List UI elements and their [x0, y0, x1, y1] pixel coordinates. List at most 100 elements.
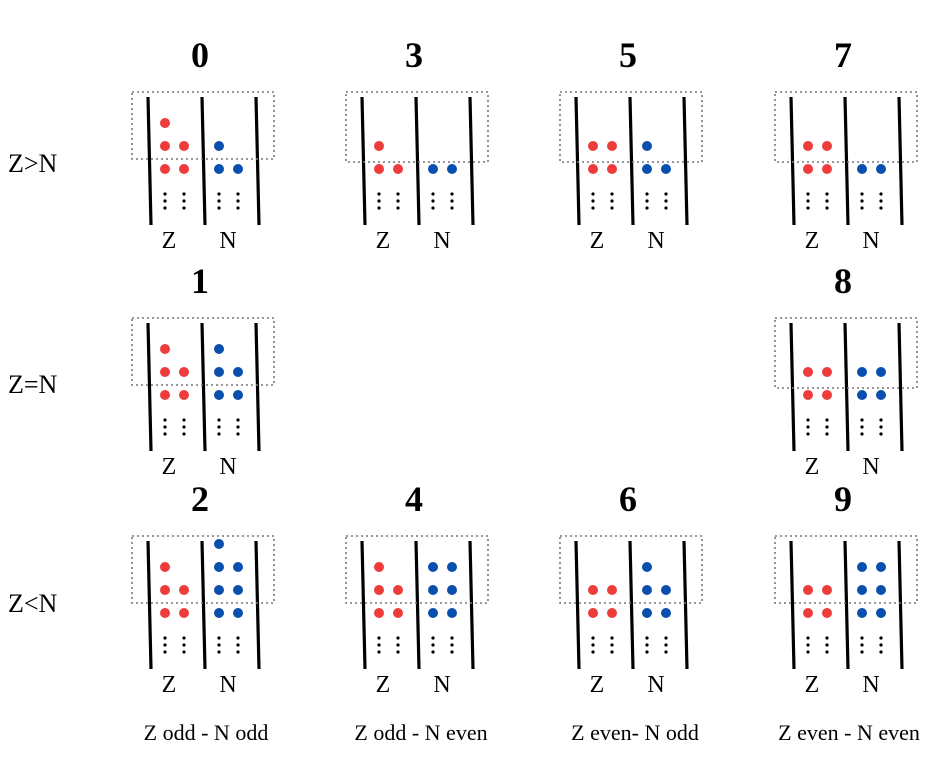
proton-ellipsis-dot — [610, 636, 614, 640]
neutron-paired-dot — [857, 562, 867, 572]
neutron-label: N — [647, 228, 664, 254]
neutron-ellipsis-dot — [879, 432, 883, 436]
proton-paired-dot — [179, 585, 189, 595]
neutron-ellipsis-dot — [217, 418, 221, 422]
neutron-ellipsis-dot — [217, 206, 221, 210]
configuration-number: 3 — [405, 35, 423, 75]
proton-label: Z — [162, 454, 177, 480]
proton-paired-dot — [393, 164, 403, 174]
neutron-paired-dot — [857, 367, 867, 377]
proton-paired-dot — [374, 585, 384, 595]
neutron-paired-dot — [214, 608, 224, 618]
well-wall-0 — [789, 322, 796, 452]
valence-box — [131, 91, 275, 160]
well-wall-1 — [200, 96, 207, 226]
proton-ellipsis-dot — [806, 199, 810, 203]
neutron-ellipsis-dot — [879, 650, 883, 654]
proton-ellipsis-dot — [825, 192, 829, 196]
neutron-ellipsis-dot — [236, 650, 240, 654]
neutron-paired-dot — [428, 585, 438, 595]
proton-ellipsis-dot — [163, 425, 167, 429]
neutron-paired-dot — [447, 562, 457, 572]
proton-unpaired-dot — [160, 562, 170, 572]
neutron-paired-dot — [233, 164, 243, 174]
valence-box — [345, 535, 489, 604]
proton-ellipsis-dot — [182, 425, 186, 429]
proton-paired-dot — [160, 164, 170, 174]
neutron-ellipsis-dot — [664, 636, 668, 640]
neutron-ellipsis-dot — [860, 432, 864, 436]
well-wall-1 — [200, 540, 207, 670]
well-wall-0 — [360, 96, 367, 226]
neutron-label: N — [433, 228, 450, 254]
well-wall-1 — [843, 322, 850, 452]
row-labels: Z>N Z=N Z<N — [8, 149, 58, 618]
neutron-ellipsis-dot — [860, 418, 864, 422]
proton-ellipsis-dot — [377, 636, 381, 640]
neutron-ellipsis-dot — [431, 199, 435, 203]
neutron-ellipsis-dot — [236, 206, 240, 210]
configuration-number: 2 — [191, 479, 209, 519]
neutron-ellipsis-dot — [860, 636, 864, 640]
neutron-unpaired-dot — [642, 562, 652, 572]
well-wall-1 — [628, 540, 635, 670]
proton-label: Z — [162, 672, 177, 698]
proton-paired-dot — [803, 141, 813, 151]
proton-ellipsis-dot — [591, 199, 595, 203]
proton-paired-dot — [179, 141, 189, 151]
neutron-paired-dot — [428, 608, 438, 618]
configuration-number: 1 — [191, 261, 209, 301]
proton-paired-dot — [588, 141, 598, 151]
neutron-ellipsis-dot — [431, 650, 435, 654]
proton-ellipsis-dot — [825, 425, 829, 429]
neutron-ellipsis-dot — [217, 199, 221, 203]
proton-ellipsis-dot — [377, 199, 381, 203]
proton-paired-dot — [179, 608, 189, 618]
neutron-paired-dot — [214, 367, 224, 377]
proton-ellipsis-dot — [806, 418, 810, 422]
configuration-number: 9 — [834, 479, 852, 519]
neutron-ellipsis-dot — [664, 192, 668, 196]
proton-label: Z — [590, 672, 605, 698]
neutron-paired-dot — [447, 585, 457, 595]
valence-box — [345, 91, 489, 163]
proton-ellipsis-dot — [377, 650, 381, 654]
proton-ellipsis-dot — [825, 418, 829, 422]
neutron-ellipsis-dot — [879, 643, 883, 647]
proton-paired-dot — [588, 164, 598, 174]
proton-label: Z — [376, 672, 391, 698]
proton-ellipsis-dot — [825, 643, 829, 647]
proton-label: Z — [805, 228, 820, 254]
proton-unpaired-dot — [160, 344, 170, 354]
proton-paired-dot — [822, 608, 832, 618]
proton-ellipsis-dot — [591, 650, 595, 654]
proton-unpaired-dot — [374, 141, 384, 151]
proton-ellipsis-dot — [163, 206, 167, 210]
configuration-number: 8 — [834, 261, 852, 301]
proton-paired-dot — [160, 608, 170, 618]
proton-paired-dot — [393, 585, 403, 595]
proton-ellipsis-dot — [163, 636, 167, 640]
proton-paired-dot — [588, 585, 598, 595]
proton-paired-dot — [803, 390, 813, 400]
well-wall-1 — [843, 96, 850, 226]
well-wall-2 — [897, 322, 904, 452]
neutron-paired-dot — [661, 608, 671, 618]
neutron-paired-dot — [857, 585, 867, 595]
proton-ellipsis-dot — [396, 636, 400, 640]
neutron-ellipsis-dot — [450, 643, 454, 647]
proton-ellipsis-dot — [825, 636, 829, 640]
valence-box — [774, 91, 918, 163]
proton-ellipsis-dot — [182, 206, 186, 210]
well-wall-2 — [682, 540, 689, 670]
configuration-5: 5 Z N — [559, 35, 703, 254]
neutron-paired-dot — [876, 367, 886, 377]
neutron-paired-dot — [214, 585, 224, 595]
neutron-label: N — [862, 228, 879, 254]
proton-ellipsis-dot — [377, 206, 381, 210]
proton-ellipsis-dot — [610, 192, 614, 196]
proton-ellipsis-dot — [377, 192, 381, 196]
column-label-1: Z odd - N even — [354, 720, 487, 745]
neutron-paired-dot — [661, 585, 671, 595]
valence-box — [131, 317, 275, 386]
